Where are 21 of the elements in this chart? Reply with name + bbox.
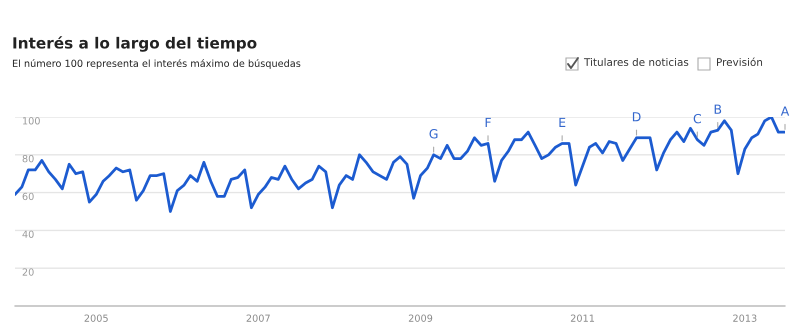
annotation: C xyxy=(694,114,702,124)
x-tick-label: 2007 xyxy=(246,314,270,322)
x-tick-label: 2009 xyxy=(408,314,432,322)
x-tick-label: 2011 xyxy=(570,314,594,322)
text: Titulares de noticias xyxy=(584,58,688,66)
annotation: D xyxy=(632,112,641,122)
chart-title: Interés a lo largo del tiempo xyxy=(13,36,256,52)
y-tick-label: 40 xyxy=(22,230,34,238)
annotation: B xyxy=(714,104,722,114)
annotation: G xyxy=(429,129,438,138)
y-tick-label: 20 xyxy=(22,268,34,276)
y-tick-label: 100 xyxy=(23,117,40,125)
chart-subtitle: El número 100 representa el interés máximo de búsquedas xyxy=(12,59,300,69)
annotation: E xyxy=(559,118,566,127)
annotation: A xyxy=(780,106,790,116)
y-tick-label: 60 xyxy=(22,192,34,200)
y-tick-label: 80 xyxy=(22,154,34,162)
x-tick-label: 2013 xyxy=(733,314,756,322)
text: Previsión xyxy=(717,58,762,66)
annotation: F xyxy=(486,118,491,127)
x-tick-label: 2005 xyxy=(84,314,108,322)
